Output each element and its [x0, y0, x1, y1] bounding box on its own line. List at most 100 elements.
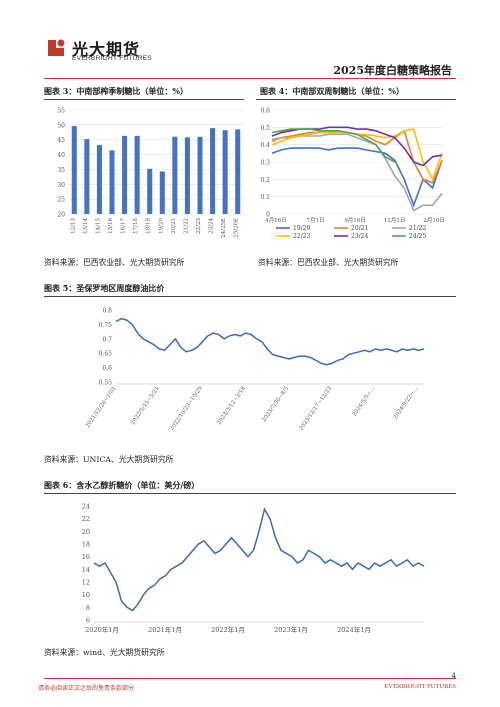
y-tick-label: 8 [86, 604, 90, 612]
y-tick-label: 55 [57, 108, 65, 115]
bar [235, 129, 241, 214]
y-tick-label: 22 [82, 515, 90, 523]
header-divider [44, 78, 456, 79]
y-tick-label: 40 [57, 152, 65, 159]
fig6-caption-rule [44, 493, 456, 494]
x-tick-label: 14/15 [95, 218, 101, 234]
x-tick-label: 2024/9/22~... [393, 386, 420, 421]
footer-disclaimer: 请务必阅读正文之后的免责条款部分 [38, 685, 135, 692]
legend-label: 21/22 [409, 225, 426, 232]
bar [122, 135, 128, 214]
x-tick-label: 2020年1月 [85, 625, 119, 634]
x-tick-label: 2023/3/12~3/18 [216, 385, 247, 426]
series-line [271, 147, 443, 208]
series-line [115, 317, 425, 366]
x-tick-label: 2022/10/23~10/29 [169, 385, 204, 432]
y-tick-label: 14 [82, 566, 90, 574]
y-tick-label: 0.3 [260, 160, 270, 167]
x-tick-label: 12月1日 [384, 217, 406, 224]
bar [222, 130, 228, 214]
y-tick-label: 0.5 [260, 125, 270, 132]
y-tick-label: 0.4 [260, 142, 270, 149]
legend-label: 20/21 [351, 225, 368, 232]
y-tick-label: 0.6 [102, 365, 112, 372]
fig5-caption: 图表 5：圣保罗地区周度醇油比价 [44, 283, 165, 293]
y-tick-label: 0.75 [99, 322, 113, 329]
x-tick-label: 2022/5/15~5/21 [130, 386, 161, 426]
source-note-4: 资料来源：wind、光大期货研究所 [44, 648, 165, 657]
bar [172, 136, 178, 214]
series-line [271, 128, 396, 163]
legend-label: 23/24 [351, 233, 368, 240]
y-tick-label: 0.55 [99, 380, 113, 387]
fig3-chart: 20 25 30 35 40 45 50 55 12/13 13/14 14/15 15/16 16/1… [57, 108, 244, 238]
x-tick-label: 2024/5/5~... [352, 386, 377, 418]
x-tick-label: 18/19 [146, 218, 152, 234]
legend-label: 24/25 [409, 233, 426, 240]
y-tick-label: 10 [82, 591, 90, 599]
footer-brand: EVERBRIGHT FUTURES [384, 683, 456, 690]
bar [84, 139, 90, 214]
x-tick-label: 2021/12/26~1/01 [85, 386, 118, 429]
x-tick-label: 23/24 [209, 218, 215, 234]
y-tick-label: 6 [86, 617, 90, 625]
bar [109, 150, 115, 214]
source-note-3: 资料来源：UNICA、光大期货研究所 [44, 455, 174, 464]
y-tick-label: 0.65 [99, 351, 113, 358]
bar [197, 136, 203, 214]
bar [96, 145, 102, 214]
x-tick-label: 2月16日 [423, 217, 445, 224]
bar [71, 126, 77, 214]
fig5-chart: 0.55 0.6 0.65 0.7 0.75 0.8 2021/12/26~1/01 2022… [85, 308, 425, 432]
company-logo-icon [44, 36, 68, 60]
fig3-caption: 图表 3：中南部榨季制糖比（单位：%） [44, 86, 188, 96]
y-tick-label: 18 [82, 541, 90, 549]
y-tick-label: 16 [82, 553, 90, 561]
series-line [271, 128, 443, 182]
x-tick-label: 7月1日 [307, 217, 325, 224]
y-tick-label: 0.2 [260, 177, 270, 184]
company-name-cn: 光大期货 [72, 40, 141, 59]
x-tick-label: 12/13 [70, 218, 76, 234]
x-tick-label: 15/16 [108, 218, 114, 234]
x-tick-label: 24/25E [221, 218, 227, 238]
fig4-caption-rule [256, 99, 456, 100]
source-note-2: 资料来源：巴西农业部、光大期货研究所 [258, 258, 399, 267]
x-tick-label: 2023年1月 [274, 625, 308, 634]
fig6-chart: 6 8 10 12 14 16 18 20 22 24 2020年1月 2021年1月 2022年1月 2… [82, 503, 425, 634]
y-tick-label: 30 [57, 182, 65, 189]
x-tick-label: 2023/7/30~8/5 [261, 385, 290, 423]
x-tick-label: 22/23 [196, 218, 202, 234]
x-tick-label: 2024年1月 [337, 625, 371, 634]
x-tick-label: 4月16日 [265, 217, 287, 224]
bar [147, 168, 153, 214]
x-tick-label: 2023/12/17~12/23 [298, 385, 333, 432]
x-tick-label: 19/20 [158, 218, 164, 234]
fig5-caption-rule [44, 296, 456, 297]
company-name-en: EVERBRIGHT FUTURES [72, 55, 153, 62]
y-tick-label: 25 [57, 197, 65, 204]
y-tick-label: 0.7 [102, 336, 112, 343]
y-tick-label: 0.6 [260, 108, 270, 115]
fig4-chart: 0 0.1 0.2 0.3 0.4 0.5 0.6 4月16日 7月1日 9月16日 12月1日 2月… [260, 108, 445, 241]
footer-divider [44, 678, 456, 679]
x-tick-label: 25/26E [234, 218, 240, 238]
x-tick-label: 21/22 [183, 218, 189, 234]
x-tick-label: 16/17 [121, 218, 127, 234]
x-tick-label: 2021年1月 [148, 625, 182, 634]
y-tick-label: 0.8 [102, 308, 112, 315]
x-tick-label: 20/21 [171, 218, 177, 234]
y-tick-label: 45 [57, 137, 65, 144]
y-tick-label: 12 [82, 579, 90, 587]
bar [184, 137, 190, 214]
legend-label: 19/20 [293, 225, 310, 232]
bar [134, 135, 140, 214]
x-tick-label: 13/14 [83, 218, 89, 234]
x-tick-label: 2022年1月 [211, 625, 245, 634]
series-line [93, 507, 425, 612]
legend-label: 22/23 [293, 233, 310, 240]
source-note-1: 资料来源：巴西农业部、光大期货研究所 [44, 258, 185, 267]
y-tick-label: 0.1 [260, 194, 270, 201]
bar [159, 171, 165, 214]
x-tick-label: 17/18 [133, 218, 139, 234]
